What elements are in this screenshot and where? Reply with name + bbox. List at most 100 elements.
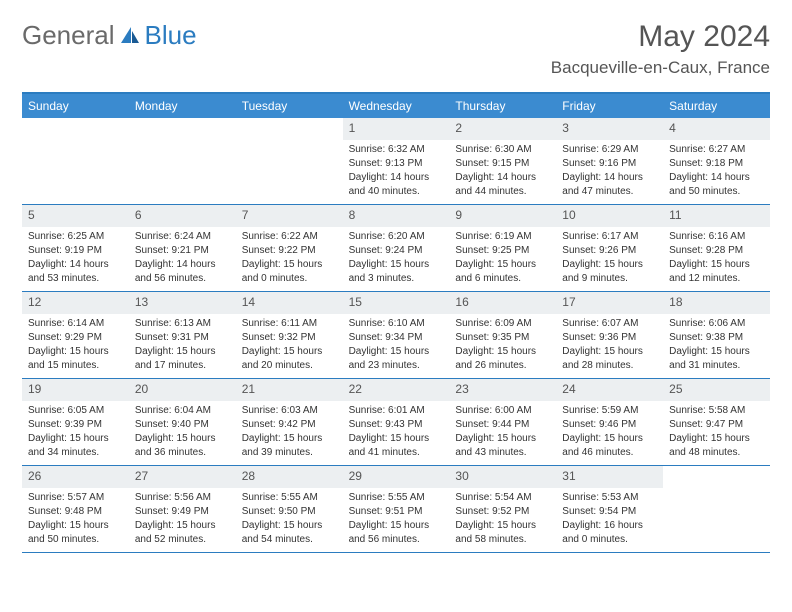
day-d2: and 6 minutes.	[455, 272, 550, 285]
day-d1: Daylight: 15 hours	[135, 345, 230, 358]
weekday-header: Friday	[556, 94, 663, 118]
day-d1: Daylight: 15 hours	[455, 519, 550, 532]
day-d1: Daylight: 15 hours	[135, 519, 230, 532]
weeks-container: 1Sunrise: 6:32 AMSunset: 9:13 PMDaylight…	[22, 118, 770, 553]
day-sr: Sunrise: 6:01 AM	[349, 404, 444, 417]
day-body: Sunrise: 5:57 AMSunset: 9:48 PMDaylight:…	[22, 488, 129, 552]
day-number: 14	[236, 292, 343, 314]
day-number: 7	[236, 205, 343, 227]
day-ss: Sunset: 9:13 PM	[349, 157, 444, 170]
day-cell: 28Sunrise: 5:55 AMSunset: 9:50 PMDayligh…	[236, 466, 343, 552]
day-cell: 30Sunrise: 5:54 AMSunset: 9:52 PMDayligh…	[449, 466, 556, 552]
day-number: 4	[663, 118, 770, 140]
day-cell: 17Sunrise: 6:07 AMSunset: 9:36 PMDayligh…	[556, 292, 663, 378]
day-cell: 23Sunrise: 6:00 AMSunset: 9:44 PMDayligh…	[449, 379, 556, 465]
day-d2: and 56 minutes.	[135, 272, 230, 285]
day-body: Sunrise: 5:59 AMSunset: 9:46 PMDaylight:…	[556, 401, 663, 465]
day-d1: Daylight: 15 hours	[349, 258, 444, 271]
day-cell	[236, 118, 343, 204]
logo-text-general: General	[22, 20, 115, 51]
logo-text-blue: Blue	[145, 20, 197, 51]
day-d2: and 54 minutes.	[242, 533, 337, 546]
day-ss: Sunset: 9:47 PM	[669, 418, 764, 431]
day-number: 8	[343, 205, 450, 227]
day-d1: Daylight: 15 hours	[135, 432, 230, 445]
day-d2: and 23 minutes.	[349, 359, 444, 372]
day-body: Sunrise: 6:04 AMSunset: 9:40 PMDaylight:…	[129, 401, 236, 465]
day-ss: Sunset: 9:49 PM	[135, 505, 230, 518]
day-cell: 12Sunrise: 6:14 AMSunset: 9:29 PMDayligh…	[22, 292, 129, 378]
day-sr: Sunrise: 5:53 AM	[562, 491, 657, 504]
week-row: 1Sunrise: 6:32 AMSunset: 9:13 PMDaylight…	[22, 118, 770, 205]
day-d2: and 40 minutes.	[349, 185, 444, 198]
day-ss: Sunset: 9:34 PM	[349, 331, 444, 344]
day-d1: Daylight: 15 hours	[669, 345, 764, 358]
day-d2: and 36 minutes.	[135, 446, 230, 459]
day-sr: Sunrise: 6:03 AM	[242, 404, 337, 417]
day-cell: 10Sunrise: 6:17 AMSunset: 9:26 PMDayligh…	[556, 205, 663, 291]
day-ss: Sunset: 9:25 PM	[455, 244, 550, 257]
day-ss: Sunset: 9:40 PM	[135, 418, 230, 431]
day-body: Sunrise: 5:53 AMSunset: 9:54 PMDaylight:…	[556, 488, 663, 552]
day-body: Sunrise: 6:27 AMSunset: 9:18 PMDaylight:…	[663, 140, 770, 204]
day-d1: Daylight: 15 hours	[242, 345, 337, 358]
weekday-header: Sunday	[22, 94, 129, 118]
day-number: 31	[556, 466, 663, 488]
day-d2: and 58 minutes.	[455, 533, 550, 546]
day-d1: Daylight: 15 hours	[28, 345, 123, 358]
day-ss: Sunset: 9:46 PM	[562, 418, 657, 431]
day-sr: Sunrise: 6:19 AM	[455, 230, 550, 243]
day-ss: Sunset: 9:15 PM	[455, 157, 550, 170]
day-ss: Sunset: 9:36 PM	[562, 331, 657, 344]
header: General Blue May 2024 Bacqueville-en-Cau…	[22, 20, 770, 78]
day-cell: 21Sunrise: 6:03 AMSunset: 9:42 PMDayligh…	[236, 379, 343, 465]
weekday-header: Tuesday	[236, 94, 343, 118]
day-ss: Sunset: 9:52 PM	[455, 505, 550, 518]
day-sr: Sunrise: 6:13 AM	[135, 317, 230, 330]
day-body: Sunrise: 6:24 AMSunset: 9:21 PMDaylight:…	[129, 227, 236, 291]
day-body: Sunrise: 5:56 AMSunset: 9:49 PMDaylight:…	[129, 488, 236, 552]
day-d2: and 28 minutes.	[562, 359, 657, 372]
day-ss: Sunset: 9:39 PM	[28, 418, 123, 431]
day-sr: Sunrise: 6:04 AM	[135, 404, 230, 417]
day-d1: Daylight: 14 hours	[135, 258, 230, 271]
day-number: 23	[449, 379, 556, 401]
day-sr: Sunrise: 6:00 AM	[455, 404, 550, 417]
day-d2: and 44 minutes.	[455, 185, 550, 198]
title-group: May 2024 Bacqueville-en-Caux, France	[551, 20, 770, 78]
weekday-header: Wednesday	[343, 94, 450, 118]
day-sr: Sunrise: 6:22 AM	[242, 230, 337, 243]
day-ss: Sunset: 9:32 PM	[242, 331, 337, 344]
day-cell: 7Sunrise: 6:22 AMSunset: 9:22 PMDaylight…	[236, 205, 343, 291]
day-ss: Sunset: 9:43 PM	[349, 418, 444, 431]
day-number: 28	[236, 466, 343, 488]
day-body: Sunrise: 6:07 AMSunset: 9:36 PMDaylight:…	[556, 314, 663, 378]
day-number: 3	[556, 118, 663, 140]
day-cell: 16Sunrise: 6:09 AMSunset: 9:35 PMDayligh…	[449, 292, 556, 378]
day-d1: Daylight: 16 hours	[562, 519, 657, 532]
day-cell: 18Sunrise: 6:06 AMSunset: 9:38 PMDayligh…	[663, 292, 770, 378]
day-body: Sunrise: 6:01 AMSunset: 9:43 PMDaylight:…	[343, 401, 450, 465]
day-number: 11	[663, 205, 770, 227]
day-ss: Sunset: 9:54 PM	[562, 505, 657, 518]
day-body: Sunrise: 5:54 AMSunset: 9:52 PMDaylight:…	[449, 488, 556, 552]
day-number: 5	[22, 205, 129, 227]
day-number: 21	[236, 379, 343, 401]
day-sr: Sunrise: 6:24 AM	[135, 230, 230, 243]
week-row: 12Sunrise: 6:14 AMSunset: 9:29 PMDayligh…	[22, 292, 770, 379]
weekday-header: Saturday	[663, 94, 770, 118]
day-number: 12	[22, 292, 129, 314]
week-row: 19Sunrise: 6:05 AMSunset: 9:39 PMDayligh…	[22, 379, 770, 466]
day-d2: and 48 minutes.	[669, 446, 764, 459]
day-body: Sunrise: 6:20 AMSunset: 9:24 PMDaylight:…	[343, 227, 450, 291]
day-cell: 1Sunrise: 6:32 AMSunset: 9:13 PMDaylight…	[343, 118, 450, 204]
day-d1: Daylight: 15 hours	[349, 345, 444, 358]
day-number: 20	[129, 379, 236, 401]
day-d1: Daylight: 15 hours	[455, 345, 550, 358]
day-body: Sunrise: 6:11 AMSunset: 9:32 PMDaylight:…	[236, 314, 343, 378]
day-sr: Sunrise: 6:17 AM	[562, 230, 657, 243]
day-d1: Daylight: 14 hours	[349, 171, 444, 184]
day-d1: Daylight: 15 hours	[28, 432, 123, 445]
calendar: Sunday Monday Tuesday Wednesday Thursday…	[22, 92, 770, 553]
day-d2: and 26 minutes.	[455, 359, 550, 372]
